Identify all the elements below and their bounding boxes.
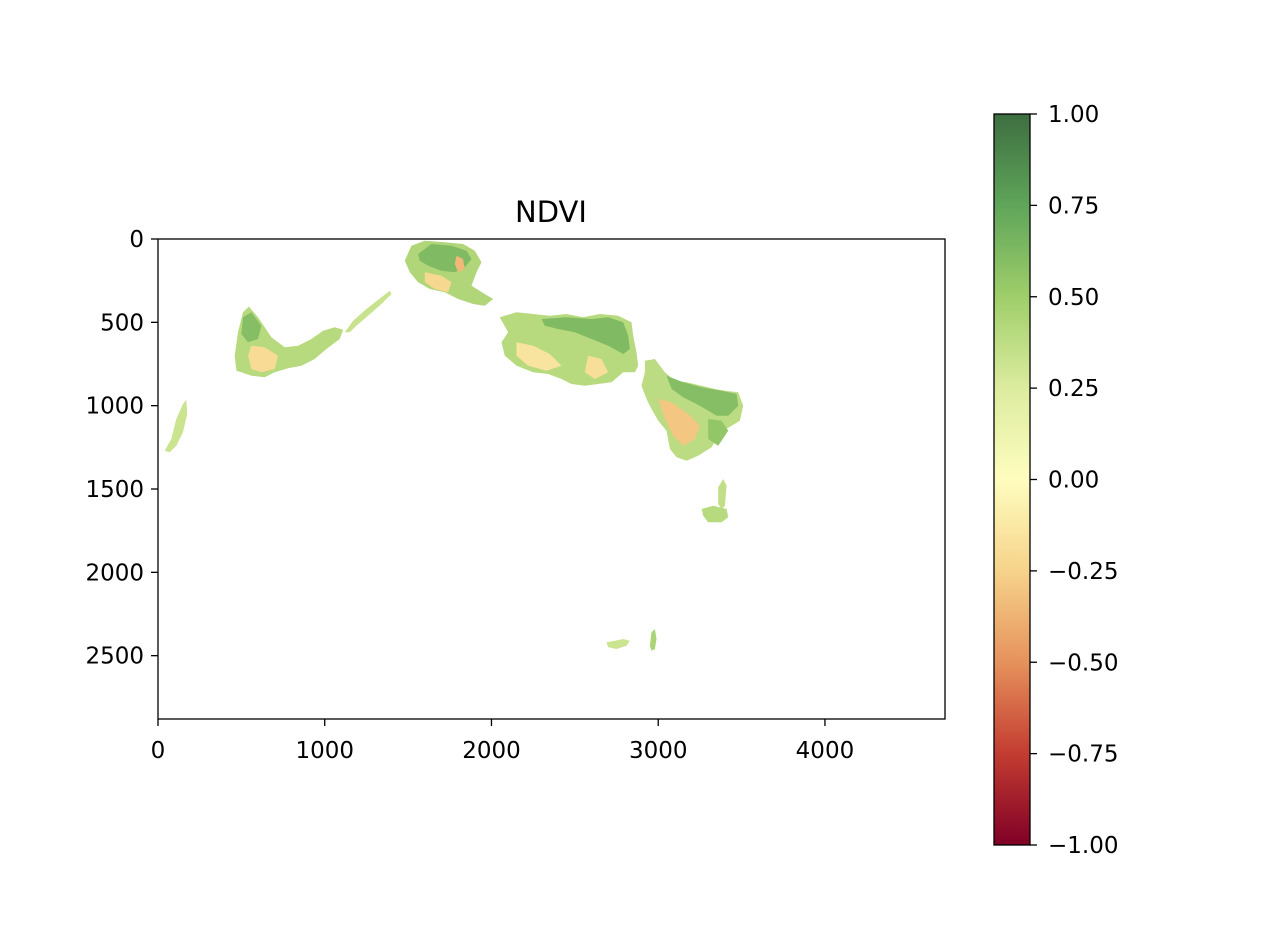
plot-area xyxy=(158,239,945,719)
colorbar-tick-label: 1.00 xyxy=(1048,102,1099,128)
colorbar-tick-label: 0.25 xyxy=(1048,376,1099,402)
y-tick-label: 1000 xyxy=(85,394,144,420)
patch-east-green-2 xyxy=(708,419,729,446)
x-tick-label: 1000 xyxy=(295,738,354,764)
colorbar-tick-label: 0.75 xyxy=(1048,193,1099,219)
y-tick-label: 2000 xyxy=(85,560,144,586)
colorbar-tick-label: −1.00 xyxy=(1048,833,1118,859)
island-south-caicos-upper xyxy=(718,479,727,509)
x-tick-label: 2000 xyxy=(462,738,521,764)
y-tick-label: 0 xyxy=(129,227,144,253)
patch-west-green xyxy=(241,312,262,343)
y-tick-label: 2500 xyxy=(85,644,144,670)
patch-west-brown xyxy=(248,345,279,373)
colorbar-tick-label: −0.25 xyxy=(1048,559,1118,585)
colorbar-tick-label: 0.00 xyxy=(1048,468,1099,494)
island-south-caicos-lower xyxy=(701,505,729,523)
island-ambergris-west xyxy=(606,639,630,649)
patch-provo-green xyxy=(541,317,630,354)
patch-east-brown xyxy=(658,399,700,446)
x-tick-label: 3000 xyxy=(629,738,688,764)
patch-provo-brown-2 xyxy=(584,355,609,379)
patch-east-green xyxy=(666,375,739,416)
x-axis: 0 1000 2000 3000 4000 xyxy=(151,719,855,764)
colorbar-axis: 1.00 0.75 0.50 0.25 0.00 −0.25 −0.50 −0.75 −1.00 xyxy=(1030,102,1118,859)
y-axis: 0 500 1000 1500 2000 2500 xyxy=(85,227,158,670)
patch-north-orange xyxy=(454,255,465,273)
colorbar-tick-label: −0.75 xyxy=(1048,742,1118,768)
x-tick-label: 4000 xyxy=(796,738,855,764)
island-ambergris-east xyxy=(649,629,657,651)
y-tick-label: 1500 xyxy=(85,477,144,503)
colorbar-tick-label: 0.50 xyxy=(1048,285,1099,311)
island-west xyxy=(164,399,188,453)
colorbar-tick-label: −0.50 xyxy=(1048,650,1118,676)
x-tick-label: 0 xyxy=(151,738,166,764)
chart-title: NDVI xyxy=(515,195,587,229)
ndvi-image xyxy=(164,240,744,651)
colorbar xyxy=(993,113,1031,846)
y-tick-label: 500 xyxy=(100,310,144,336)
plot-frame xyxy=(157,238,946,720)
patch-north-brown xyxy=(424,272,452,293)
islet-chain xyxy=(344,290,392,333)
patch-provo-brown xyxy=(516,342,562,371)
